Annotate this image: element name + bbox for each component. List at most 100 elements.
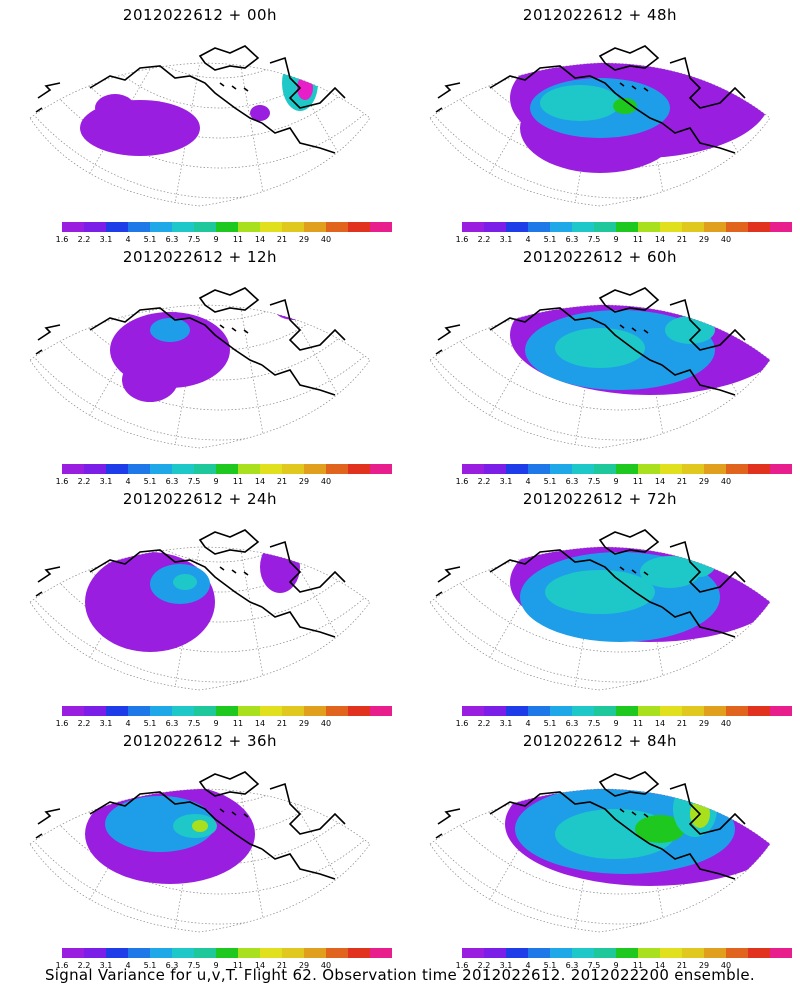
colorbar-tick-label: 1.6: [55, 719, 69, 728]
colorbar-swatch: [462, 222, 484, 232]
colorbar-swatch: [216, 464, 238, 474]
colorbar-swatch: [216, 222, 238, 232]
colorbar-tick-label: 21: [276, 719, 288, 728]
colorbar-tick-label: 7.5: [187, 235, 201, 244]
variance-contour: [545, 570, 655, 614]
colorbar-tick-label: 21: [676, 961, 688, 970]
colorbar-swatch: [128, 948, 150, 958]
colorbar-tick-label: 3.1: [99, 719, 113, 728]
colorbar-swatch: [770, 464, 792, 474]
colorbar-tick-label: 40: [720, 961, 732, 970]
panel-title: 2012022612 + 12h: [122, 248, 278, 266]
colorbar-tick-label: 11: [232, 961, 244, 970]
colorbar-tick-label: 14: [654, 477, 666, 486]
map-panel: 2012022612 + 60h 1.6 2.2 3.1 4 5.1 6.3 7.5 9 11 14…: [400, 242, 800, 487]
colorbar-tick-label: 7.5: [587, 961, 601, 970]
colorbar-tick-label: 4: [525, 719, 531, 728]
colorbar-swatch: [594, 464, 616, 474]
colorbar-tick-label: 1.6: [455, 477, 469, 486]
colorbar-swatch: [726, 464, 748, 474]
colorbar-swatch: [194, 222, 216, 232]
colorbar-swatch: [282, 706, 304, 716]
colorbar-swatch: [194, 948, 216, 958]
map-panel: 2012022612 + 00h 1.6 2.2 3.1 4 5.1 6.3 7.5 9 11 14…: [0, 0, 400, 245]
variance-contour: [540, 85, 620, 121]
colorbar-tick-label: 1.6: [455, 719, 469, 728]
coastline: [35, 287, 346, 396]
colorbar-swatch: [172, 464, 194, 474]
map-panel: 2012022612 + 72h 1.6 2.2 3.1 4 5.1 6.3 7.5 9 11 14…: [400, 484, 800, 729]
colorbar-tick-label: 11: [632, 961, 644, 970]
colorbar-tick-label: 3.1: [499, 719, 513, 728]
colorbar-tick-label: 2.2: [477, 477, 491, 486]
colorbar-tick-label: 29: [298, 719, 310, 728]
colorbar-swatch: [194, 706, 216, 716]
variance-field: [85, 789, 255, 884]
colorbar-swatch: [150, 706, 172, 716]
colorbar-swatch: [128, 222, 150, 232]
colorbar-tick-label: 14: [254, 235, 266, 244]
colorbar-tick-label: 2.2: [477, 719, 491, 728]
colorbar-swatch: [506, 222, 528, 232]
colorbar-swatch: [572, 706, 594, 716]
variance-field: [510, 547, 770, 642]
colorbar-swatch: [304, 706, 326, 716]
variance-contour: [122, 358, 178, 402]
colorbar-swatch: [550, 464, 572, 474]
colorbar-swatch: [638, 464, 660, 474]
colorbar-tick-label: 6.3: [565, 477, 579, 486]
colorbar-swatch: [326, 706, 348, 716]
coastline: [35, 45, 346, 154]
colorbar-tick-label: 11: [232, 477, 244, 486]
colorbar-tick-label: 21: [676, 719, 688, 728]
colorbar-swatch: [260, 706, 282, 716]
colorbar-tick-label: 5.1: [143, 961, 157, 970]
colorbar-swatch: [726, 222, 748, 232]
colorbar-tick-label: 2.2: [77, 961, 91, 970]
colorbar-swatch: [62, 948, 84, 958]
colorbar-swatch: [304, 464, 326, 474]
colorbar-tick-label: 29: [698, 477, 710, 486]
coastline: [35, 529, 346, 638]
colorbar-swatch: [62, 464, 84, 474]
colorbar-tick-label: 4: [125, 477, 131, 486]
colorbar-swatch: [304, 948, 326, 958]
colorbar-tick-label: 4: [525, 477, 531, 486]
colorbar-swatch: [594, 706, 616, 716]
panel-title: 2012022612 + 24h: [122, 490, 278, 508]
colorbar-swatch: [128, 464, 150, 474]
colorbar-tick-label: 9: [613, 961, 619, 970]
variance-contour: [150, 318, 190, 342]
panel-title: 2012022612 + 36h: [122, 732, 278, 750]
variance-field: [80, 63, 318, 156]
colorbar-swatch: [106, 706, 128, 716]
polar-map: [29, 529, 371, 691]
colorbar-tick-label: 1.6: [455, 961, 469, 970]
colorbar-tick-label: 11: [632, 235, 644, 244]
colorbar-tick-label: 2.2: [77, 719, 91, 728]
colorbar-swatch: [238, 948, 260, 958]
figure-caption: Signal Variance for u,v,T. Flight 62. Ob…: [44, 966, 756, 984]
colorbar-swatch: [106, 948, 128, 958]
polar-map: [429, 287, 771, 449]
colorbar-tick-label: 21: [676, 235, 688, 244]
colorbar-swatch: [128, 706, 150, 716]
colorbar-swatch: [282, 948, 304, 958]
colorbar-swatch: [84, 222, 106, 232]
colorbar-tick-label: 4: [125, 235, 131, 244]
colorbar-tick-label: 29: [698, 235, 710, 244]
colorbar-tick-label: 6.3: [165, 477, 179, 486]
colorbar-swatch: [506, 706, 528, 716]
colorbar-swatch: [528, 948, 550, 958]
variance-contour: [192, 820, 208, 832]
colorbar-tick-label: 29: [298, 477, 310, 486]
colorbar-tick-label: 11: [632, 477, 644, 486]
colorbar-tick-label: 40: [320, 235, 332, 244]
colorbar-swatch: [616, 706, 638, 716]
colorbar-swatch: [550, 948, 572, 958]
colorbar-swatch: [484, 948, 506, 958]
colorbar-tick-label: 6.3: [165, 719, 179, 728]
colorbar: [462, 222, 792, 232]
colorbar-swatch: [660, 222, 682, 232]
colorbar-swatch: [484, 706, 506, 716]
